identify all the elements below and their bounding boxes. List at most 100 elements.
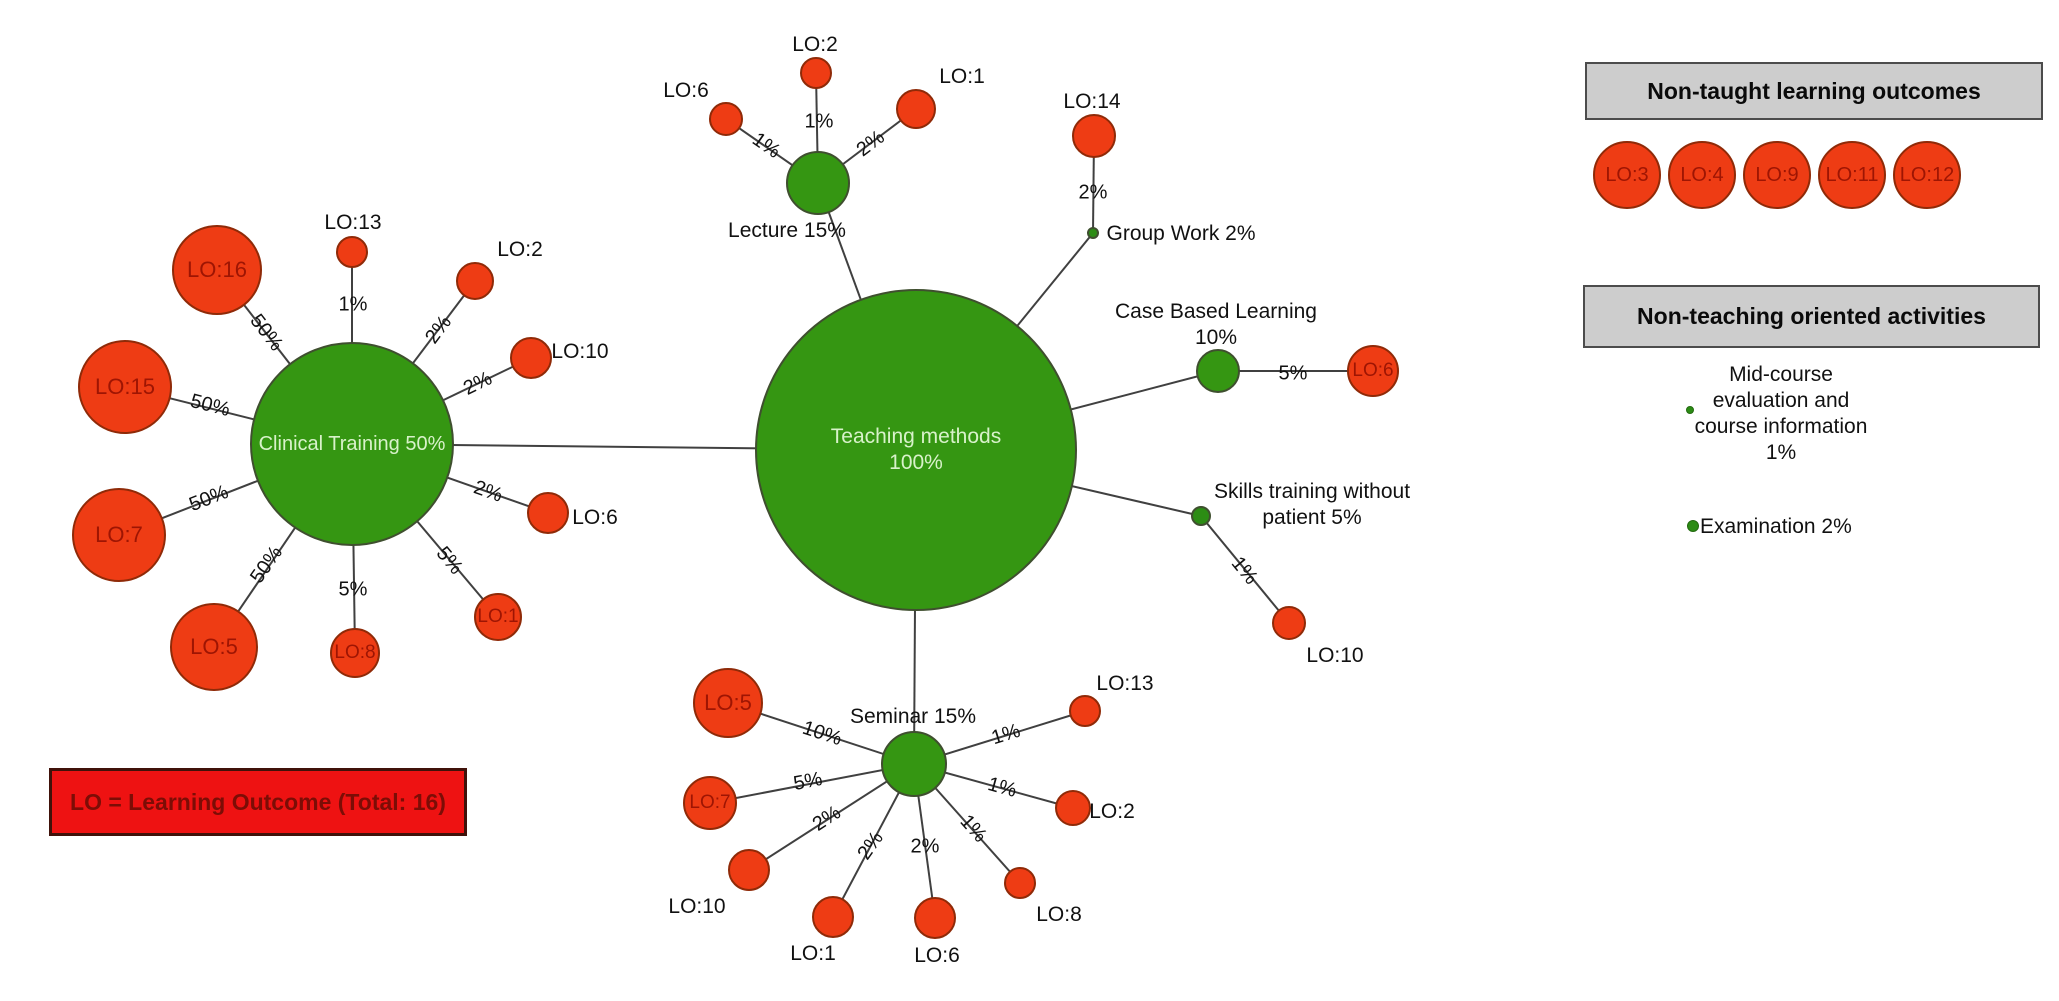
node-teaching-methods: Teaching methods 100%	[755, 289, 1077, 611]
node-text: LO:15	[95, 373, 155, 399]
edge-percent-label: 1%	[338, 293, 368, 316]
label-lo13-clinical: LO:13	[324, 210, 381, 236]
legend-outcome-circle: LO:12	[1893, 141, 1961, 209]
node-lo7-seminar: LO:7	[683, 776, 737, 830]
node-clinical-training: Clinical Training 50%	[250, 342, 454, 546]
midcourse-line: course information	[1694, 415, 1868, 438]
examination-label: Examination 2%	[1700, 515, 1852, 538]
non-taught-outcomes-row: LO:3 LO:4 LO:9 LO:11 LO:12	[1593, 141, 1961, 209]
label-lo13-seminar: LO:13	[1096, 671, 1153, 697]
node-lo15-clinical: LO:15	[78, 340, 172, 434]
edge-percent-label: 50%	[245, 310, 288, 356]
node-text: LO:8	[334, 642, 376, 664]
node-lo6-seminar	[914, 897, 956, 939]
node-label-line: 10%	[1194, 326, 1238, 349]
edge-percent-label: 10%	[799, 716, 845, 751]
lo-note-box: LO = Learning Outcome (Total: 16)	[49, 768, 467, 836]
node-label-line: LO:2	[792, 33, 838, 56]
node-lo16-clinical: LO:16	[172, 225, 262, 315]
legend-outcome-circle: LO:4	[1668, 141, 1736, 209]
examination-dot-icon	[1687, 520, 1699, 532]
node-label-line: Skills training without	[1213, 480, 1411, 503]
label-lo10-seminar: LO:10	[668, 894, 725, 920]
label-lo10-clinical: LO:10	[551, 339, 608, 365]
node-case-based-learning	[1196, 349, 1240, 393]
label-seminar: Seminar 15%	[850, 704, 976, 730]
label-lo2-lecture: LO:2	[792, 32, 838, 58]
lo-note-label: LO = Learning Outcome (Total: 16)	[70, 788, 446, 815]
node-label-line: Case Based Learning	[1115, 300, 1317, 323]
node-text: LO:7	[95, 521, 143, 547]
edge-percent-label: 50%	[188, 389, 233, 422]
legend-outcome-circle: LO:3	[1593, 141, 1661, 209]
node-label-line: LO:2	[1089, 800, 1135, 823]
node-label-line: LO:6	[572, 506, 618, 529]
legend-outcome-label: LO:11	[1825, 163, 1879, 186]
node-lo1-lecture	[896, 89, 936, 129]
label-group-work: Group Work 2%	[1107, 221, 1256, 247]
node-text: LO:7	[689, 792, 731, 814]
label-lo8-seminar: LO:8	[1036, 902, 1082, 928]
label-lo2-seminar: LO:2	[1089, 799, 1135, 825]
node-lo13-seminar	[1069, 695, 1101, 727]
label-lo2-clinical: LO:2	[497, 237, 543, 263]
node-label-line: LO:2	[497, 238, 543, 261]
legend-outcome-label: LO:12	[1899, 163, 1955, 186]
edge-percent-label: 1%	[1226, 552, 1263, 589]
midcourse-dot-icon	[1686, 406, 1694, 414]
edge-percent-label: 1%	[748, 128, 785, 163]
node-label-line: LO:8	[1036, 903, 1082, 926]
node-label-line: patient 5%	[1262, 506, 1362, 529]
edge-percent-label: 1%	[985, 773, 1019, 802]
node-lo8-clinical: LO:8	[330, 628, 380, 678]
edge-percent-label: 2%	[852, 126, 889, 162]
node-label-line: LO:1	[939, 65, 985, 88]
node-label-line: Seminar 15%	[849, 705, 977, 728]
node-label-line: LO:10	[1306, 644, 1364, 667]
edge-seminar--lo7-seminar	[709, 763, 915, 804]
node-lo5-clinical: LO:5	[170, 603, 258, 691]
legend-outcome-label: LO:9	[1755, 163, 1799, 186]
node-label-line: Group Work 2%	[1106, 222, 1256, 245]
node-seminar	[881, 731, 947, 797]
node-lo1-seminar	[812, 896, 854, 938]
node-text: Teaching methods	[830, 425, 1002, 449]
node-text: Clinical Training 50%	[258, 432, 446, 455]
label-case-based-learning: Case Based Learning 10%	[1115, 299, 1317, 351]
edge-percent-label: 2%	[853, 827, 888, 864]
midcourse-activity-label: Mid-course evaluation and course informa…	[1695, 362, 1868, 466]
node-lo14-group-work	[1072, 114, 1116, 158]
node-lo2-seminar	[1055, 790, 1091, 826]
node-lo13-clinical	[336, 236, 368, 268]
node-lo6-lecture	[709, 102, 743, 136]
node-text: LO:16	[187, 256, 247, 282]
node-label-line: LO:13	[324, 211, 382, 234]
node-lecture	[786, 151, 850, 215]
node-lo10-clinical	[510, 337, 552, 379]
node-lo2-lecture	[800, 57, 832, 89]
edge-skills-training--lo10-skills	[1200, 515, 1290, 624]
node-lo2-clinical	[456, 262, 494, 300]
edge-percent-label: 2%	[459, 367, 496, 400]
edge-percent-label: 50%	[186, 481, 232, 517]
legend-outcome-label: LO:4	[1680, 163, 1724, 186]
edge-percent-label: 2%	[1078, 181, 1108, 204]
node-label-line: LO:6	[663, 79, 709, 102]
node-label-line: LO:13	[1096, 672, 1154, 695]
label-lo6-clinical: LO:6	[572, 505, 618, 531]
edge-percent-label: 1%	[988, 719, 1023, 750]
edge-percent-label: 5%	[431, 542, 468, 579]
label-lo1-seminar: LO:1	[790, 941, 836, 967]
label-lo6-lecture: LO:6	[663, 78, 709, 104]
legend-outcome-label: LO:3	[1605, 163, 1649, 186]
panel-non-taught-title: Non-taught learning outcomes	[1647, 77, 1981, 104]
node-label-line: LO:10	[668, 895, 726, 918]
node-label-line: LO:10	[551, 340, 609, 363]
label-lo14-group-work: LO:14	[1063, 89, 1120, 115]
node-lo6-clinical	[527, 492, 569, 534]
label-lecture: Lecture 15%	[728, 218, 846, 244]
node-label-line: Lecture 15%	[728, 219, 846, 242]
node-lo5-seminar: LO:5	[693, 668, 763, 738]
